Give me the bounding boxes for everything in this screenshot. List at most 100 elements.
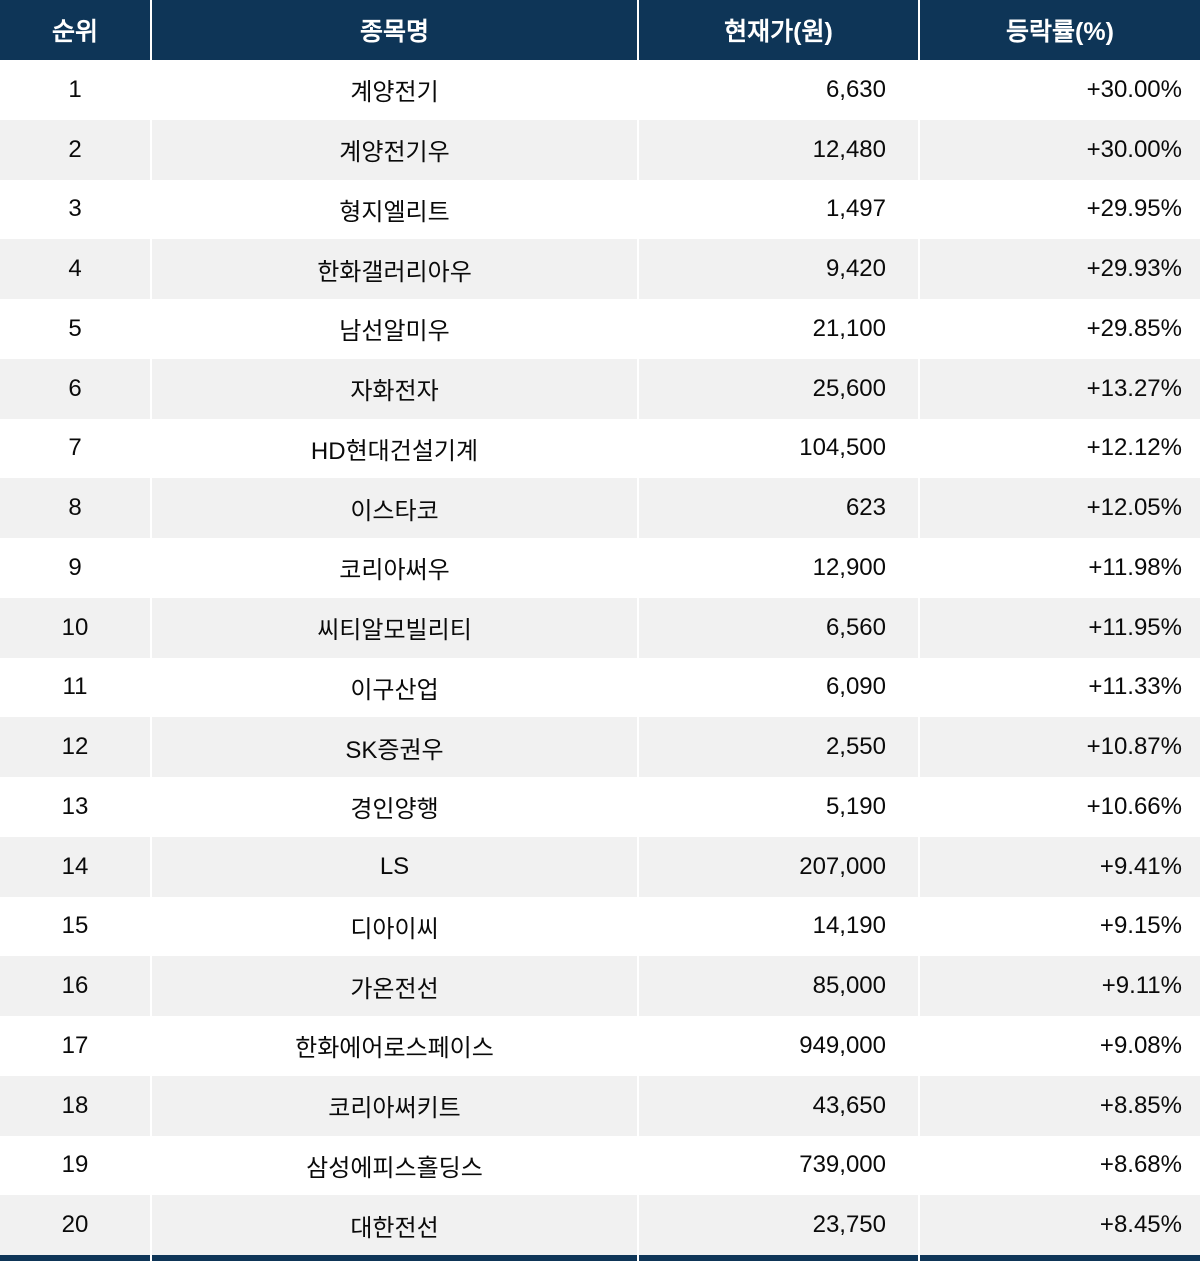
price-cell: 85,000 [637, 956, 918, 1016]
table-row: 11 이구산업 6,090 +11.33% [0, 657, 1200, 718]
rank-cell: 10 [61, 613, 89, 641]
rank-cell: 15 [61, 912, 89, 940]
price-cell: 949,000 [637, 1016, 918, 1076]
change-cell: +8.85% [918, 1075, 1200, 1136]
bottom-border-segment [0, 1255, 150, 1261]
table-row: 14 LS 207,000 +9.41% [0, 836, 1200, 897]
price-cell: 207,000 [637, 836, 918, 897]
price-cell: 623 [637, 478, 918, 538]
change-cell: +10.87% [918, 717, 1200, 777]
table-row: 9 코리아써우 12,900 +11.98% [0, 538, 1200, 598]
rank-cell: 20 [61, 1211, 89, 1239]
rank-cell: 18 [61, 1091, 89, 1119]
stock-name-cell: LS [150, 836, 637, 897]
rank-cell: 19 [61, 1151, 89, 1179]
header-current-price: 현재가(원) [637, 0, 918, 60]
change-cell: +12.12% [918, 418, 1200, 479]
stock-name-cell: 한화에어로스페이스 [150, 1016, 637, 1076]
bottom-border-segment [637, 1255, 918, 1261]
price-cell: 43,650 [637, 1075, 918, 1136]
change-cell: +8.45% [918, 1195, 1200, 1255]
price-cell: 25,600 [637, 358, 918, 419]
table-bottom-border [0, 1255, 1200, 1261]
rank-cell: 17 [61, 1031, 89, 1059]
stock-name-cell: 디아이씨 [150, 896, 637, 957]
bottom-border-segment [150, 1255, 637, 1261]
stock-name-cell: 경인양행 [150, 777, 637, 837]
table-header-row: 순위 종목명 현재가(원) 등락률(%) [0, 0, 1200, 60]
table-row: 5 남선알미우 21,100 +29.85% [0, 299, 1200, 359]
stock-name-cell: 계양전기우 [150, 119, 637, 180]
price-cell: 12,900 [637, 538, 918, 598]
stock-name-cell: 한화갤러리아우 [150, 239, 637, 299]
stock-name-cell: 자화전자 [150, 358, 637, 419]
price-cell: 14,190 [637, 896, 918, 957]
change-cell: +12.05% [918, 478, 1200, 538]
stock-name-cell: 이구산업 [150, 657, 637, 718]
table-row: 6 자화전자 25,600 +13.27% [0, 358, 1200, 419]
stock-name-cell: SK증권우 [150, 717, 637, 777]
change-cell: +11.98% [918, 538, 1200, 598]
change-cell: +9.15% [918, 896, 1200, 957]
table-row: 19 삼성에피스홀딩스 739,000 +8.68% [0, 1135, 1200, 1196]
change-cell: +11.95% [918, 597, 1200, 658]
rank-cell: 1 [68, 75, 82, 103]
table-row: 16 가온전선 85,000 +9.11% [0, 956, 1200, 1016]
rank-cell: 3 [68, 195, 82, 223]
table-row: 20 대한전선 23,750 +8.45% [0, 1195, 1200, 1255]
header-stock-name: 종목명 [150, 0, 637, 60]
price-cell: 23,750 [637, 1195, 918, 1255]
change-cell: +30.00% [918, 119, 1200, 180]
change-cell: +30.00% [918, 60, 1200, 120]
stock-name-cell: 씨티알모빌리티 [150, 597, 637, 658]
rank-cell: 13 [61, 792, 89, 820]
table-row: 8 이스타코 623 +12.05% [0, 478, 1200, 538]
stock-name-cell: 이스타코 [150, 478, 637, 538]
table-row: 1 계양전기 6,630 +30.00% [0, 60, 1200, 120]
rank-cell: 7 [68, 434, 82, 462]
rank-cell: 16 [61, 972, 89, 1000]
change-cell: +29.85% [918, 299, 1200, 359]
rank-cell: 8 [68, 494, 82, 522]
stock-name-cell: 대한전선 [150, 1195, 637, 1255]
change-cell: +29.93% [918, 239, 1200, 299]
price-cell: 2,550 [637, 717, 918, 777]
price-cell: 9,420 [637, 239, 918, 299]
table-body: 1 계양전기 6,630 +30.00% 2 계양전기우 12,480 +30.… [0, 60, 1200, 1255]
rank-cell: 5 [68, 314, 82, 342]
change-cell: +29.95% [918, 179, 1200, 240]
bottom-border-segment [918, 1255, 1200, 1261]
stock-name-cell: 남선알미우 [150, 299, 637, 359]
price-cell: 12,480 [637, 119, 918, 180]
price-cell: 21,100 [637, 299, 918, 359]
rank-cell: 9 [68, 553, 82, 581]
price-cell: 5,190 [637, 777, 918, 837]
rank-cell: 2 [68, 135, 82, 163]
rank-cell: 6 [68, 374, 82, 402]
stock-name-cell: 삼성에피스홀딩스 [150, 1135, 637, 1196]
table-row: 10 씨티알모빌리티 6,560 +11.95% [0, 597, 1200, 658]
header-rank: 순위 [51, 18, 98, 46]
stock-name-cell: 코리아써키트 [150, 1075, 637, 1136]
table-row: 18 코리아써키트 43,650 +8.85% [0, 1075, 1200, 1136]
change-cell: +9.08% [918, 1016, 1200, 1076]
header-change-rate: 등락률(%) [918, 0, 1200, 60]
price-cell: 1,497 [637, 179, 918, 240]
price-cell: 6,630 [637, 60, 918, 120]
rank-cell: 4 [68, 255, 82, 283]
change-cell: +9.11% [918, 956, 1200, 1016]
price-cell: 739,000 [637, 1135, 918, 1196]
stock-name-cell: 계양전기 [150, 60, 637, 120]
rank-cell: 12 [61, 733, 89, 761]
table-row: 4 한화갤러리아우 9,420 +29.93% [0, 239, 1200, 299]
rank-cell: 14 [61, 852, 89, 880]
change-cell: +8.68% [918, 1135, 1200, 1196]
price-cell: 6,090 [637, 657, 918, 718]
change-cell: +13.27% [918, 358, 1200, 419]
table-row: 3 형지엘리트 1,497 +29.95% [0, 179, 1200, 240]
change-cell: +10.66% [918, 777, 1200, 837]
table-row: 17 한화에어로스페이스 949,000 +9.08% [0, 1016, 1200, 1076]
table-row: 15 디아이씨 14,190 +9.15% [0, 896, 1200, 957]
rank-cell: 11 [62, 673, 88, 701]
